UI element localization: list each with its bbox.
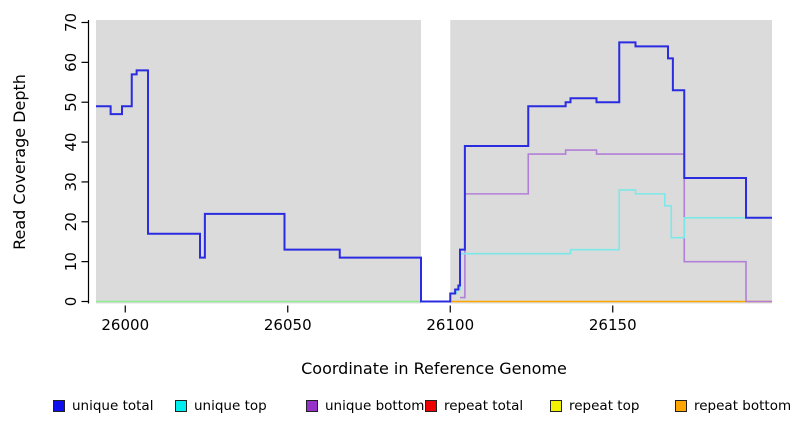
- x-tick-label: 26150: [589, 316, 637, 334]
- legend-label: unique top: [194, 398, 267, 414]
- y-tick-label: 60: [62, 53, 80, 72]
- y-tick-label: 10: [62, 252, 80, 271]
- repeat-total-swatch-icon: [425, 400, 437, 412]
- legend-label: unique bottom: [325, 398, 425, 414]
- y-tick-label: 40: [62, 133, 80, 152]
- coverage-plot-canvas: 0 10 20 30 40 50 60 70 26000 26050 26100 26150 Read…: [10, 13, 772, 378]
- unique-top-swatch-icon: [175, 400, 187, 412]
- legend-item-repeat-total: repeat total: [425, 398, 523, 414]
- y-tick-label: 30: [62, 172, 80, 191]
- legend-label: unique total: [72, 398, 154, 414]
- y-tick-label: 20: [62, 212, 80, 231]
- x-tick-label: 26100: [426, 316, 474, 334]
- y-axis-title: Read Coverage Depth: [10, 74, 29, 250]
- legend-label: repeat total: [444, 398, 524, 414]
- x-tick-label: 26050: [264, 316, 312, 334]
- legend-label: repeat bottom: [694, 398, 792, 414]
- x-axis-title: Coordinate in Reference Genome: [301, 359, 567, 378]
- legend-item-unique-total: unique total: [53, 398, 153, 414]
- y-tick-label: 70: [62, 13, 80, 32]
- coverage-gap-region: [421, 19, 451, 304]
- legend-item-unique-top: unique top: [175, 398, 267, 414]
- legend-item-repeat-bottom: repeat bottom: [675, 398, 791, 414]
- y-tick-label: 0: [62, 297, 80, 307]
- legend: unique total unique top unique bottom re…: [0, 398, 792, 416]
- series-unique-bottom: [460, 149, 772, 303]
- y-tick-label: 50: [62, 93, 80, 112]
- x-tick-label: 26000: [101, 316, 149, 334]
- unique-bottom-swatch-icon: [306, 400, 318, 412]
- legend-label: repeat top: [569, 398, 640, 414]
- legend-item-unique-bottom: unique bottom: [306, 398, 424, 414]
- series-unique-top: [450, 189, 772, 295]
- repeat-bottom-swatch-icon: [675, 400, 687, 412]
- unique-total-swatch-icon: [53, 400, 65, 412]
- chart-layer: 0 10 20 30 40 50 60 70 26000 26050 26100 26150: [62, 13, 772, 334]
- repeat-top-swatch-icon: [550, 400, 562, 412]
- legend-item-repeat-top: repeat top: [550, 398, 639, 414]
- series-unique-total: [96, 41, 772, 303]
